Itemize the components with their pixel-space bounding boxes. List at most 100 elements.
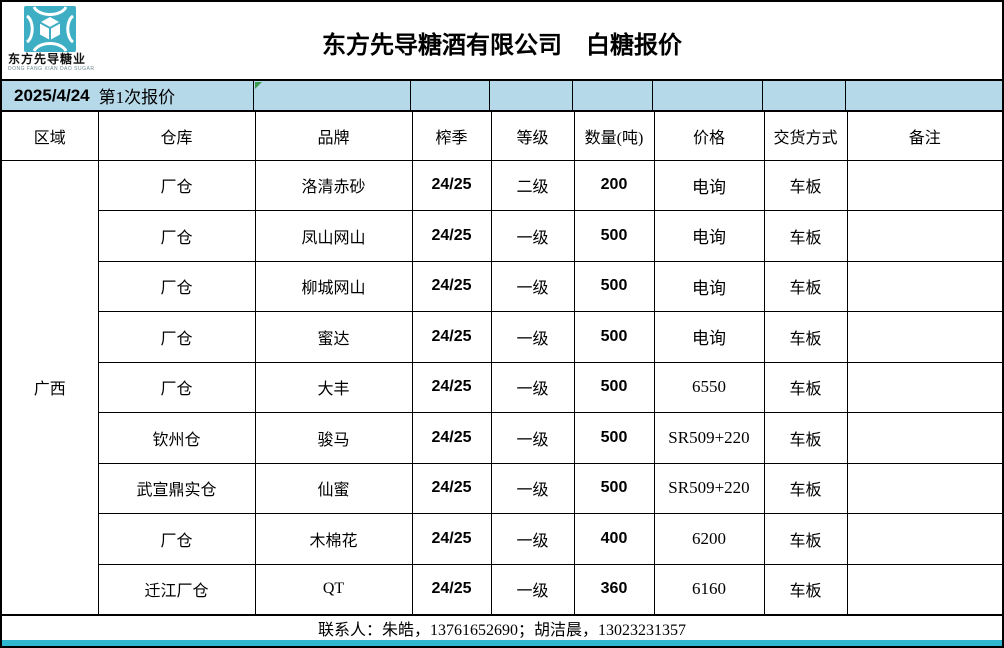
table-header-row: 区域 仓库 品牌 榨季 等级 数量(吨) 价格 交货方式 备注 (2, 112, 1002, 161)
price-table: 区域 仓库 品牌 榨季 等级 数量(吨) 价格 交货方式 备注 广西 厂仓 洛清… (2, 112, 1002, 615)
cell-warehouse: 厂仓 (98, 361, 256, 413)
cell-brand: 洛清赤砂 (254, 159, 413, 211)
table-row: 广西 厂仓 洛清赤砂 24/25 二级 200 电询 车板 (2, 159, 1002, 615)
cell-price: 电询 (653, 210, 765, 262)
cell-grade: 一级 (490, 462, 575, 514)
cell-grade: 二级 (490, 159, 575, 211)
cell-note (846, 513, 1002, 565)
quote-bar-cell (762, 81, 845, 110)
cell-grade: 一级 (490, 260, 575, 312)
cell-delivery: 车板 (763, 361, 848, 413)
quote-bar-cell (489, 81, 572, 110)
cell-season: 24/25 (411, 563, 492, 615)
col-header-price: 价格 (653, 112, 765, 161)
cell-season: 24/25 (411, 462, 492, 514)
contact-bar: 联系人：朱皓，13761652690；胡洁晨，13023231357 (2, 615, 1002, 640)
cell-delivery: 车板 (763, 412, 848, 464)
table-row: 厂仓 凤山网山 24/25 一级 500 电询 车板 (2, 210, 1002, 262)
cell-warehouse: 迁江厂仓 (98, 563, 256, 615)
quote-date: 2025/4/24 (14, 85, 90, 105)
cell-grade: 一级 (490, 361, 575, 413)
cell-brand: 骏马 (254, 412, 413, 464)
col-header-warehouse: 仓库 (97, 112, 256, 161)
quote-date-cell: 2025/4/24 第1次报价 (2, 81, 253, 110)
top-banner: 东方先导糖业 DONG FANG XIAN DAO SUGAR 东方先导糖酒有限… (2, 2, 1002, 79)
cell-season: 24/25 (411, 260, 492, 312)
bottom-color-strip (2, 640, 1002, 646)
cell-grade: 一级 (490, 311, 575, 363)
table-row: 钦州仓 骏马 24/25 一级 500 SR509+220 车板 (2, 412, 1002, 464)
col-header-region: 区域 (2, 112, 99, 161)
table-row: 厂仓 木棉花 24/25 一级 400 6200 车板 (2, 513, 1002, 565)
cell-warehouse: 厂仓 (98, 513, 256, 565)
cell-price: 电询 (653, 311, 765, 363)
quote-bar-cell (572, 81, 652, 110)
cell-quantity: 500 (573, 210, 655, 262)
table-row: 厂仓 蜜达 24/25 一级 500 电询 车板 (2, 311, 1002, 363)
cell-quantity: 200 (573, 159, 655, 211)
cell-note (846, 311, 1002, 363)
col-header-grade: 等级 (490, 112, 575, 161)
quote-date-bar: 2025/4/24 第1次报价 (2, 79, 1002, 112)
cell-note (846, 159, 1002, 211)
cell-grade: 一级 (490, 513, 575, 565)
cell-brand: 凤山网山 (254, 210, 413, 262)
cell-note (846, 361, 1002, 413)
cell-warehouse: 厂仓 (97, 159, 256, 211)
cell-delivery: 车板 (763, 210, 848, 262)
cell-quantity: 500 (573, 462, 655, 514)
cell-brand: 木棉花 (254, 513, 413, 565)
cell-grade: 一级 (490, 210, 575, 262)
cell-delivery: 车板 (763, 513, 848, 565)
cell-note (846, 412, 1002, 464)
cell-season: 24/25 (411, 210, 492, 262)
cell-season: 24/25 (411, 159, 492, 211)
cell-grade: 一级 (490, 563, 575, 615)
quote-bar-cell (253, 81, 410, 110)
cell-brand: 仙蜜 (254, 462, 413, 514)
logo-name-en: DONG FANG XIAN DAO SUGAR (8, 66, 95, 72)
cell-note (846, 563, 1002, 615)
cell-price: 6550 (653, 361, 765, 413)
cell-warehouse: 钦州仓 (98, 412, 256, 464)
cell-warehouse: 厂仓 (98, 260, 256, 312)
table-row: 武宣鼎实仓 仙蜜 24/25 一级 500 SR509+220 车板 (2, 462, 1002, 514)
cell-price: SR509+220 (653, 412, 765, 464)
cell-price: 电询 (653, 159, 765, 211)
cell-quantity: 500 (573, 311, 655, 363)
table-row: 迁江厂仓 QT 24/25 一级 360 6160 车板 (2, 563, 1002, 615)
cell-brand: 柳城网山 (254, 260, 413, 312)
contact-info: 联系人：朱皓，13761652690；胡洁晨，13023231357 (317, 622, 686, 639)
cell-brand: 大丰 (254, 361, 413, 413)
cell-price: 6200 (653, 513, 765, 565)
green-triangle-icon (255, 82, 262, 89)
cell-season: 24/25 (411, 412, 492, 464)
cell-note (846, 462, 1002, 514)
cell-delivery: 车板 (763, 311, 848, 363)
cell-grade: 一级 (490, 412, 575, 464)
cell-delivery: 车板 (763, 563, 848, 615)
cell-season: 24/25 (411, 361, 492, 413)
table-row: 厂仓 大丰 24/25 一级 500 6550 车板 (2, 361, 1002, 413)
col-header-note: 备注 (846, 112, 1002, 161)
col-header-brand: 品牌 (254, 112, 413, 161)
col-header-delivery: 交货方式 (763, 112, 848, 161)
quote-number-label: 第1次报价 (98, 88, 176, 107)
cell-season: 24/25 (411, 311, 492, 363)
cell-delivery: 车板 (763, 159, 848, 211)
sugar-cube-logo-icon (24, 6, 76, 52)
cell-quantity: 360 (573, 563, 655, 615)
cell-region: 广西 (2, 159, 99, 615)
cell-quantity: 400 (573, 513, 655, 565)
cell-price: 电询 (653, 260, 765, 312)
cell-price: 6160 (653, 563, 765, 615)
cell-note (846, 260, 1002, 312)
table-row: 厂仓 柳城网山 24/25 一级 500 电询 车板 (2, 260, 1002, 312)
cell-warehouse: 厂仓 (98, 311, 256, 363)
cell-brand: 蜜达 (254, 311, 413, 363)
logo-name-cn: 东方先导糖业 (8, 52, 87, 66)
cell-price: SR509+220 (653, 462, 765, 514)
cell-quantity: 500 (573, 260, 655, 312)
cell-warehouse: 武宣鼎实仓 (98, 462, 256, 514)
